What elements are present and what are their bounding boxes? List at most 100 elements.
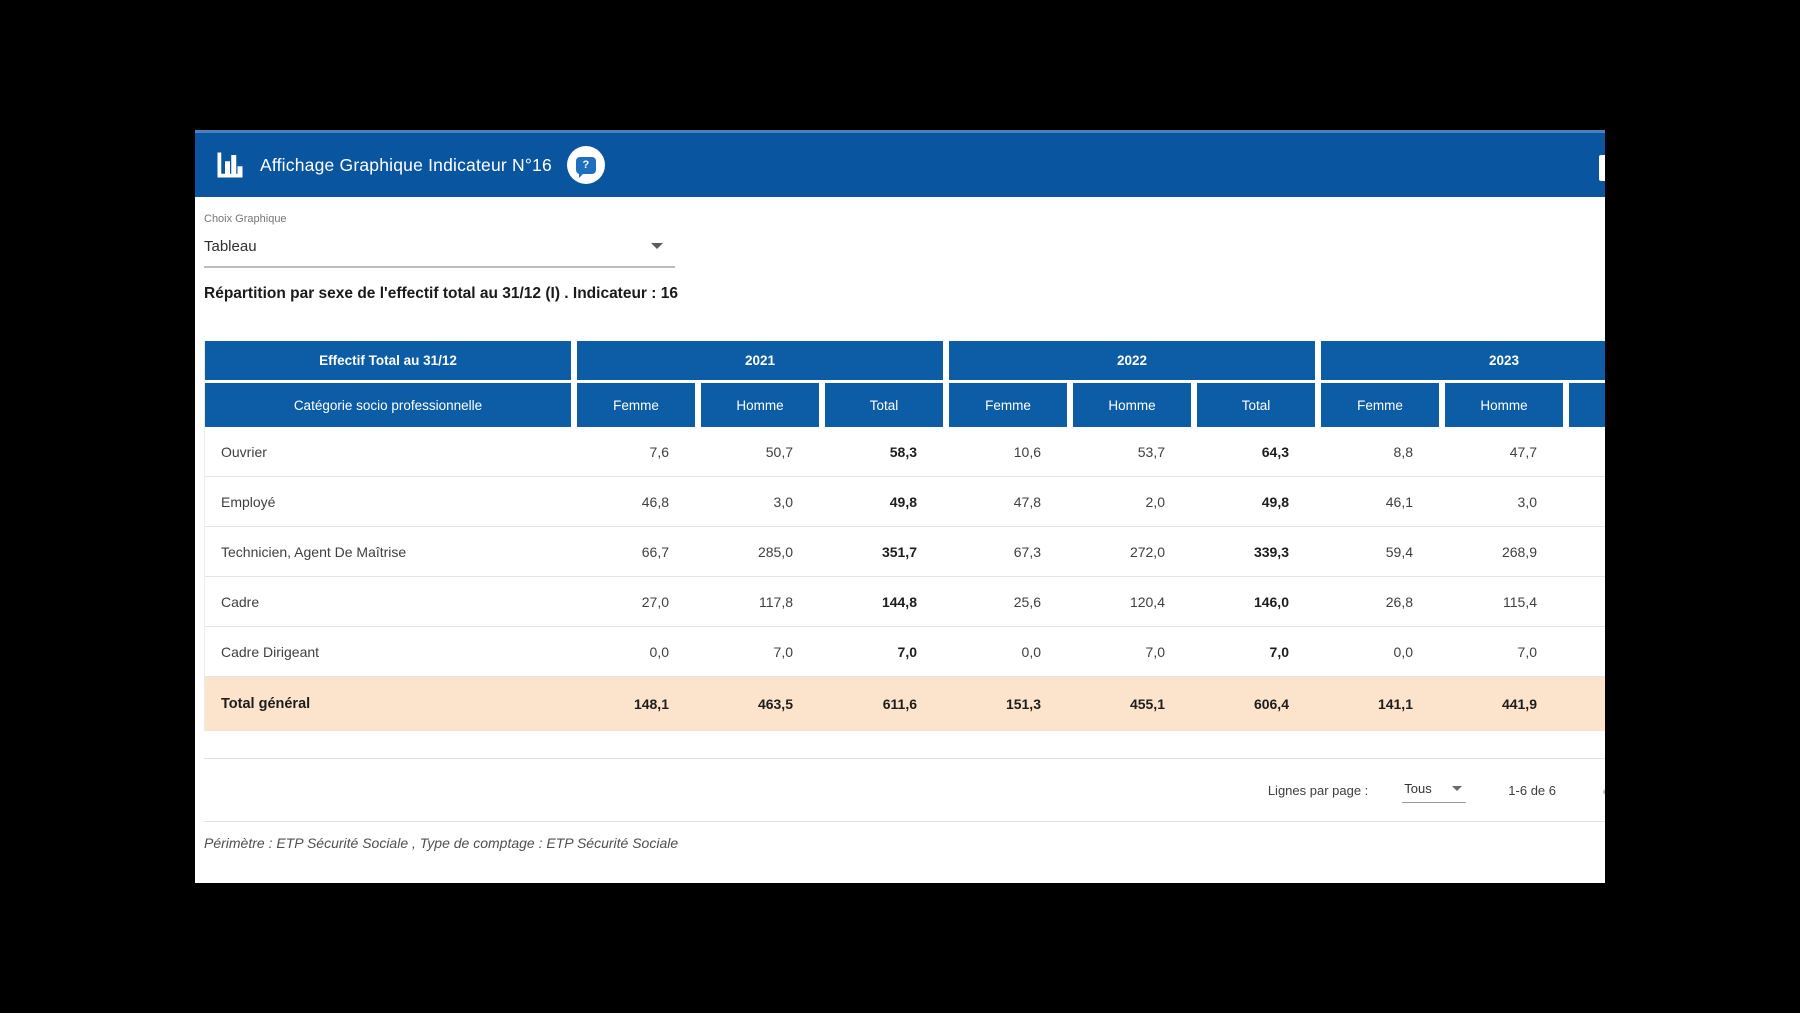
- rows-per-page-value: Tous: [1404, 781, 1432, 796]
- app-bar: Affichage Graphique Indicateur N°16 ?: [195, 130, 1605, 197]
- page-title: Affichage Graphique Indicateur N°16: [260, 154, 552, 175]
- table-row: Cadre 27,0 117,8 144,8 25,6 120,4 146,0 …: [205, 577, 1605, 627]
- data-table-container: Effectif Total au 31/12 2021 2022 2023 C…: [204, 341, 1605, 731]
- total-cell: 141,1: [1315, 677, 1439, 731]
- total-cell: 455,1: [1067, 677, 1191, 731]
- col-header-femme-2021: Femme: [571, 383, 695, 427]
- cell-value: 67,3: [943, 527, 1067, 577]
- perimeter-note: Périmètre : ETP Sécurité Sociale , Type …: [204, 835, 679, 851]
- cell-total-cropped: [1563, 627, 1605, 677]
- grand-total-row: Total général 148,1 463,5 611,6 151,3 45…: [205, 677, 1605, 731]
- row-category: Cadre Dirigeant: [205, 627, 571, 677]
- corner-header: Effectif Total au 31/12: [205, 341, 571, 383]
- cell-total-cropped: [1563, 527, 1605, 577]
- cell-value: 0,0: [571, 627, 695, 677]
- cropped-header-element: [1599, 155, 1605, 181]
- chevron-down-icon: [651, 243, 663, 249]
- cell-value: 3,0: [695, 477, 819, 527]
- cell-total: 146,0: [1191, 577, 1315, 627]
- cell-value: 7,0: [1439, 627, 1563, 677]
- chart-choice-select[interactable]: Tableau: [204, 232, 675, 268]
- pagination-top-divider: [204, 758, 1605, 759]
- cell-value: 117,8: [695, 577, 819, 627]
- cell-value: 50,7: [695, 427, 819, 477]
- cell-value: 46,8: [571, 477, 695, 527]
- cell-value: 2,0: [1067, 477, 1191, 527]
- cell-value: 0,0: [943, 627, 1067, 677]
- total-cell: 441,9: [1439, 677, 1563, 731]
- cell-value: 25,6: [943, 577, 1067, 627]
- table-group-header-row: Effectif Total au 31/12 2021 2022 2023: [205, 341, 1605, 383]
- category-column-header: Catégorie socio professionnelle: [205, 383, 571, 427]
- cell-value: 0,0: [1315, 627, 1439, 677]
- year-header-2023: 2023: [1315, 341, 1605, 383]
- row-category: Cadre: [205, 577, 571, 627]
- cell-value: 272,0: [1067, 527, 1191, 577]
- cell-total: 144,8: [819, 577, 943, 627]
- cell-value: 268,9: [1439, 527, 1563, 577]
- col-header-total-2023: Total: [1563, 383, 1605, 427]
- year-header-2021: 2021: [571, 341, 943, 383]
- cell-value: 27,0: [571, 577, 695, 627]
- previous-page-button[interactable]: ‹: [1593, 777, 1605, 803]
- cell-value: 115,4: [1439, 577, 1563, 627]
- total-cell: 611,6: [819, 677, 943, 731]
- row-category: Ouvrier: [205, 427, 571, 477]
- cell-value: 66,7: [571, 527, 695, 577]
- cell-total: 339,3: [1191, 527, 1315, 577]
- cell-total-cropped: [1563, 427, 1605, 477]
- cell-total-cropped: [1563, 577, 1605, 627]
- row-category: Employé: [205, 477, 571, 527]
- chevron-down-icon: [1452, 786, 1463, 791]
- row-category: Technicien, Agent De Maîtrise: [205, 527, 571, 577]
- cell-total: 49,8: [819, 477, 943, 527]
- year-header-2022: 2022: [943, 341, 1315, 383]
- chart-choice-label: Choix Graphique: [204, 213, 287, 225]
- table-row: Ouvrier 7,6 50,7 58,3 10,6 53,7 64,3 8,8…: [205, 427, 1605, 477]
- cell-total: 351,7: [819, 527, 943, 577]
- col-header-total-2022: Total: [1191, 383, 1315, 427]
- cell-value: 47,7: [1439, 427, 1563, 477]
- pagination-range: 1-6 de 6: [1508, 782, 1556, 798]
- cell-value: 120,4: [1067, 577, 1191, 627]
- table-row: Cadre Dirigeant 0,0 7,0 7,0 0,0 7,0 7,0 …: [205, 627, 1605, 677]
- total-cell: 606,4: [1191, 677, 1315, 731]
- cell-value: 8,8: [1315, 427, 1439, 477]
- cell-total: 64,3: [1191, 427, 1315, 477]
- chart-choice-value: Tableau: [204, 237, 257, 255]
- help-bubble-icon: ?: [575, 156, 596, 178]
- grand-total-label: Total général: [205, 677, 571, 731]
- pagination-bar: Lignes par page : Tous 1-6 de 6 ‹: [204, 759, 1605, 822]
- table-title: Répartition par sexe de l'effectif total…: [204, 285, 678, 302]
- cell-value: 3,0: [1439, 477, 1563, 527]
- total-cell: 463,5: [695, 677, 819, 731]
- table-row: Employé 46,8 3,0 49,8 47,8 2,0 49,8 46,1…: [205, 477, 1605, 527]
- table-sub-header-row: Catégorie socio professionnelle Femme Ho…: [205, 383, 1605, 427]
- table-row: Technicien, Agent De Maîtrise 66,7 285,0…: [205, 527, 1605, 577]
- cell-value: 10,6: [943, 427, 1067, 477]
- bar-chart-icon: [217, 152, 243, 178]
- col-header-femme-2022: Femme: [943, 383, 1067, 427]
- rows-per-page-select[interactable]: Tous: [1402, 777, 1467, 803]
- cell-value: 7,6: [571, 427, 695, 477]
- cell-value: 47,8: [943, 477, 1067, 527]
- col-header-homme-2022: Homme: [1067, 383, 1191, 427]
- cell-total: 58,3: [819, 427, 943, 477]
- help-button[interactable]: ?: [566, 146, 605, 184]
- cell-value: 26,8: [1315, 577, 1439, 627]
- cell-value: 59,4: [1315, 527, 1439, 577]
- app-window: Affichage Graphique Indicateur N°16 ? Ch…: [195, 130, 1605, 883]
- cell-value: 7,0: [695, 627, 819, 677]
- cell-total: 7,0: [1191, 627, 1315, 677]
- cell-value: 53,7: [1067, 427, 1191, 477]
- data-table: Effectif Total au 31/12 2021 2022 2023 C…: [205, 341, 1605, 731]
- rows-per-page-label: Lignes par page :: [1267, 782, 1369, 798]
- total-cell: 151,3: [943, 677, 1067, 731]
- cell-value: 46,1: [1315, 477, 1439, 527]
- col-header-total-2021: Total: [819, 383, 943, 427]
- col-header-homme-2023: Homme: [1439, 383, 1563, 427]
- cell-value: 7,0: [1067, 627, 1191, 677]
- cell-total: 7,0: [819, 627, 943, 677]
- col-header-homme-2021: Homme: [695, 383, 819, 427]
